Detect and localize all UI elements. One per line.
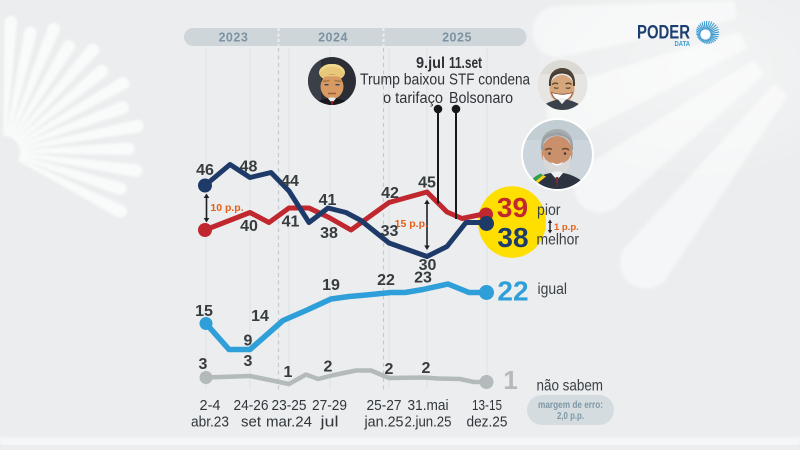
svg-text:33: 33 — [381, 223, 399, 240]
svg-text:2: 2 — [324, 359, 333, 376]
svg-text:3: 3 — [199, 356, 208, 373]
svg-text:3: 3 — [244, 353, 253, 370]
svg-text:2025: 2025 — [442, 31, 472, 45]
svg-text:39: 39 — [497, 192, 528, 223]
svg-text:2023: 2023 — [218, 31, 248, 45]
svg-text:42: 42 — [381, 185, 399, 202]
svg-text:Trump baixou: Trump baixou — [360, 72, 445, 89]
svg-text:46: 46 — [196, 162, 214, 179]
svg-text:23-25: 23-25 — [272, 398, 307, 414]
svg-text:41: 41 — [319, 192, 337, 209]
svg-text:jan.25: jan.25 — [364, 415, 404, 431]
svg-text:9.jul: 9.jul — [416, 55, 445, 72]
svg-text:mar.24: mar.24 — [266, 415, 312, 431]
svg-text:45: 45 — [418, 175, 436, 192]
svg-text:22: 22 — [377, 272, 395, 289]
svg-text:2024: 2024 — [318, 31, 348, 45]
svg-text:2.jun.25: 2.jun.25 — [405, 415, 452, 431]
svg-text:22: 22 — [497, 276, 528, 307]
svg-text:15: 15 — [195, 303, 213, 320]
svg-text:1: 1 — [503, 365, 517, 395]
svg-text:41: 41 — [282, 214, 300, 231]
svg-text:2: 2 — [385, 361, 394, 378]
svg-text:pior: pior — [537, 202, 561, 219]
svg-text:31.mai: 31.mai — [408, 398, 449, 414]
svg-text:abr.23: abr.23 — [191, 415, 229, 431]
svg-text:24-26: 24-26 — [234, 398, 269, 414]
svg-text:não sabem: não sabem — [537, 378, 604, 395]
svg-text:44: 44 — [281, 173, 299, 190]
svg-text:11.set: 11.set — [449, 55, 482, 72]
svg-text:STF condena: STF condena — [449, 72, 530, 89]
svg-text:Bolsonaro: Bolsonaro — [449, 90, 513, 107]
svg-text:2,0 p.p.: 2,0 p.p. — [557, 410, 584, 422]
svg-text:jul: jul — [319, 415, 338, 431]
svg-text:o tarifaço: o tarifaço — [383, 90, 443, 107]
svg-text:13-15: 13-15 — [472, 398, 502, 414]
svg-text:48: 48 — [240, 159, 258, 176]
svg-text:set: set — [241, 415, 261, 431]
svg-text:14: 14 — [251, 308, 269, 325]
svg-text:dez.25: dez.25 — [467, 415, 508, 431]
svg-text:10 p.p.: 10 p.p. — [210, 202, 243, 214]
svg-text:23: 23 — [414, 270, 432, 287]
svg-text:2: 2 — [422, 360, 431, 377]
svg-text:1: 1 — [284, 364, 293, 381]
svg-text:igual: igual — [538, 281, 568, 298]
svg-text:9: 9 — [244, 333, 253, 350]
svg-text:38: 38 — [497, 222, 528, 253]
svg-text:15 p.p.: 15 p.p. — [395, 218, 428, 230]
svg-text:40: 40 — [240, 218, 258, 235]
svg-text:2-4: 2-4 — [200, 398, 221, 414]
svg-text:38: 38 — [320, 225, 338, 242]
svg-text:27-29: 27-29 — [312, 398, 347, 414]
svg-text:25-27: 25-27 — [367, 398, 402, 414]
svg-text:melhor: melhor — [537, 232, 580, 249]
svg-text:19: 19 — [322, 277, 340, 294]
svg-text:DATA: DATA — [675, 39, 691, 48]
